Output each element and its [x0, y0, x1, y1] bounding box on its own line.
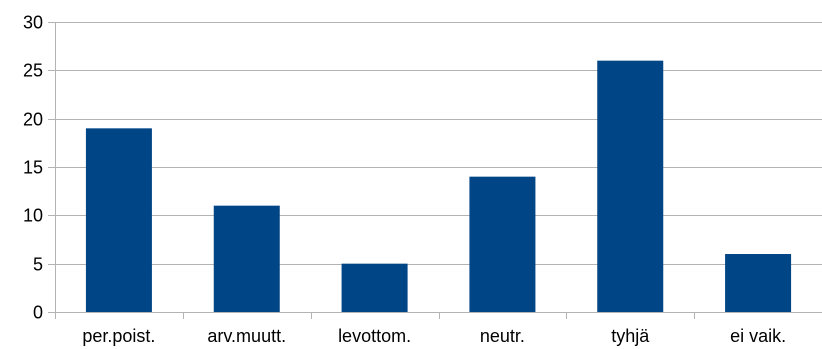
x-tick-label: ei vaik.	[730, 326, 786, 346]
x-tick-label: per.poist.	[82, 326, 155, 346]
y-tick-label: 25	[23, 61, 43, 81]
x-tick-label: neutr.	[480, 326, 525, 346]
bar	[725, 254, 792, 312]
x-tick-label: arv.muutt.	[207, 326, 286, 346]
gridlines	[55, 22, 822, 313]
x-tick-label: tyhjä	[611, 326, 650, 346]
y-tick-label: 10	[23, 206, 43, 226]
y-tick-label: 5	[33, 255, 43, 275]
y-tick-label: 15	[23, 158, 43, 178]
y-tick-label: 20	[23, 110, 43, 130]
bar	[597, 60, 664, 312]
y-tick-labels: 0 5 10 15 20 25 30	[23, 13, 43, 323]
y-tick-label: 30	[23, 13, 43, 33]
y-tick-label: 0	[33, 303, 43, 323]
bar	[85, 128, 152, 312]
bar	[469, 176, 536, 312]
bar	[213, 205, 280, 312]
x-tick-label: levottom.	[338, 326, 411, 346]
bar	[341, 263, 408, 312]
x-tick-labels: per.poist. arv.muutt. levottom. neutr. tyhjä…	[82, 326, 786, 346]
bars	[85, 60, 792, 312]
axes	[48, 22, 695, 319]
